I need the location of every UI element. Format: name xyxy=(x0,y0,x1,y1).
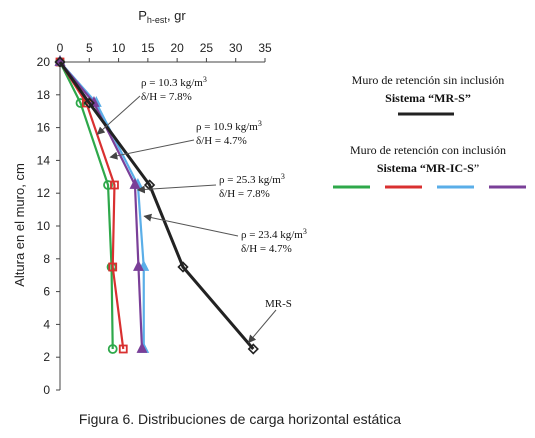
data-point-circle xyxy=(107,344,118,354)
series-line xyxy=(58,61,255,350)
data-point-diamond xyxy=(83,97,95,109)
y-tick-label: 10 xyxy=(37,219,51,233)
data-point-circle xyxy=(103,180,113,190)
x-tick-label: 25 xyxy=(200,41,214,55)
data-point-square xyxy=(108,262,118,272)
x-tick-label: 10 xyxy=(112,41,126,55)
annotation-label: MR-S xyxy=(265,298,292,310)
annotation-arrow xyxy=(143,213,239,237)
annotation-label: ρ = 25.3 kg/m3 xyxy=(219,172,285,186)
figure-caption: Figura 6. Distribuciones de carga horizo… xyxy=(79,411,401,427)
data-point-diamond xyxy=(177,261,189,273)
y-tick-label: 12 xyxy=(37,186,51,200)
y-tick-label: 4 xyxy=(43,317,50,331)
annotation-arrow xyxy=(96,95,141,135)
annotation-arrow xyxy=(247,309,277,344)
data-point-square xyxy=(110,180,119,190)
series-line xyxy=(59,61,145,349)
annotation-sublabel: δ/H = 4.7% xyxy=(196,135,247,147)
annotation-layer: ρ = 10.3 kg/m3 δ/H = 7.8% ρ = 10.9 kg/m3 δ/… xyxy=(96,75,307,344)
annotation-sublabel: δ/H = 4.7% xyxy=(241,243,292,255)
legend-group1-system: Sistema “MR-S” xyxy=(385,91,471,105)
annotation-sublabel: δ/H = 7.8% xyxy=(219,188,270,200)
x-tick-label: 30 xyxy=(229,41,243,55)
annotation-label: ρ = 23.4 kg/m3 xyxy=(241,227,307,241)
annotation-arrow xyxy=(109,139,195,160)
legend: Muro de retención sin inclusión Sistema … xyxy=(333,73,526,189)
series-line xyxy=(59,61,125,350)
y-tick-label: 6 xyxy=(43,285,50,299)
legend-group2-title: Muro de retención con inclusión xyxy=(350,143,506,157)
data-point-square xyxy=(118,344,128,354)
y-tick-label: 0 xyxy=(43,383,50,397)
x-tick-label: 5 xyxy=(86,41,93,55)
series-line xyxy=(59,61,114,350)
x-tick-label: 0 xyxy=(57,41,64,55)
data-point-diamond xyxy=(54,56,66,68)
x-tick-label: 20 xyxy=(170,41,184,55)
y-tick-label: 2 xyxy=(43,350,50,364)
x-tick-label: 35 xyxy=(258,41,272,55)
data-point-diamond xyxy=(247,343,259,355)
y-tick-label: 8 xyxy=(43,252,50,266)
annotation-arrow xyxy=(136,184,217,194)
axes: 0 5 10 15 20 25 30 35 0 2 4 6 8 10 12 14 16 18 20 xyxy=(37,41,272,397)
annotation-label: ρ = 10.3 kg/m3 xyxy=(141,75,207,89)
y-tick-label: 16 xyxy=(37,121,51,135)
y-axis-title: Altura en el muro, cm xyxy=(12,163,27,287)
data-point-triangle xyxy=(133,259,144,271)
series-layer xyxy=(54,54,259,355)
x-axis-title: Ph-est, gr xyxy=(138,8,186,25)
data-point-triangle xyxy=(136,341,148,353)
x-tick-label: 15 xyxy=(141,41,155,55)
y-tick-label: 20 xyxy=(37,55,51,69)
y-tick-label: 14 xyxy=(37,153,51,167)
annotation-label: ρ = 10.9 kg/m3 xyxy=(196,119,262,133)
legend-group1-title: Muro de retención sin inclusión xyxy=(352,73,505,87)
annotation-sublabel: δ/H = 7.8% xyxy=(141,91,192,103)
y-tick-label: 18 xyxy=(37,88,51,102)
legend-group2-system: Sistema “MR-IC-S” xyxy=(377,161,479,175)
